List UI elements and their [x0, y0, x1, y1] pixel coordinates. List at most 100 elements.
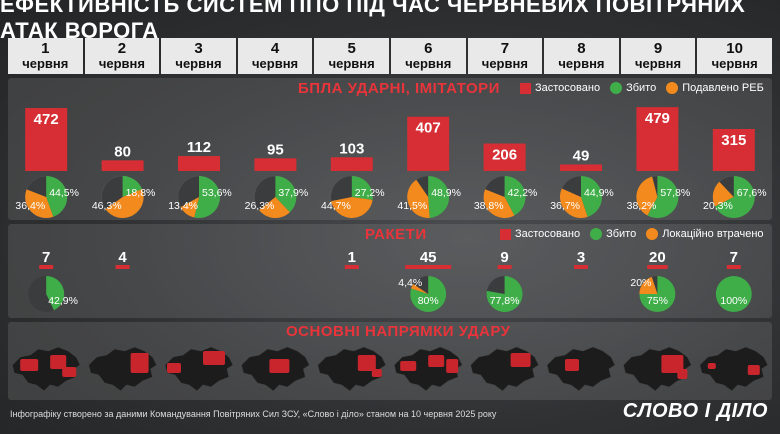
drones-legend: Застосовано Збито Подавлено РЕБ [510, 82, 764, 94]
drone-bar-label-10: 315 [721, 132, 746, 149]
shot-swatch [590, 228, 603, 240]
missile-bar-9 [647, 265, 668, 269]
drone-bar-5 [330, 157, 373, 171]
day-header-2: 2 червня [84, 38, 160, 74]
day-month: червня [98, 56, 145, 71]
missile-pie-shot-10 [715, 276, 752, 312]
drone-pie-ew-3 [180, 197, 199, 218]
missile-bar-2 [115, 265, 130, 269]
map-hit-region [747, 365, 760, 375]
drone-pie-ew-4 [259, 197, 290, 219]
drone-pie-shot-9 [647, 176, 679, 219]
missile-bar-label-1: 7 [42, 249, 50, 266]
drone-pie-ew-10 [712, 181, 734, 207]
drone-bar-label-6: 407 [416, 120, 441, 137]
map-hit-region [167, 363, 181, 373]
drone-pie-ew-1 [25, 189, 54, 219]
strike-map-3 [164, 346, 234, 392]
drone-bar-10 [712, 129, 755, 171]
drone-pie-ew-label-1: 36,4% [15, 200, 45, 212]
drone-pie-ew-label-9: 38,2% [627, 200, 657, 212]
day-header-3: 3 червня [161, 38, 236, 74]
day-month: червня [328, 56, 375, 71]
day-header-9: 9 червня [620, 38, 696, 74]
drone-pie-shot-label-8: 44,9% [584, 187, 614, 199]
drone-pie-ew-label-5: 44,7% [321, 200, 351, 212]
drone-pie-shot-label-2: 18,8% [126, 187, 156, 199]
map-hit-region [661, 355, 684, 373]
day-header-row: 1 червня 2 червня 3 червня 4 червня 5 червня 6 черв… [8, 38, 772, 74]
drone-pie-ew-9 [636, 176, 658, 216]
strike-map-5 [317, 346, 387, 392]
drone-pie-shot-2 [122, 176, 143, 197]
day-number: 10 [726, 40, 743, 57]
day-month: червня [405, 56, 452, 71]
drone-bar-3 [178, 156, 220, 171]
missile-bar-5 [344, 265, 359, 269]
missile-bar-label-2: 4 [118, 249, 127, 266]
strike-map-1 [11, 346, 81, 392]
drone-pie-shot-label-1: 44,5% [49, 187, 79, 199]
drone-bar-label-7: 206 [492, 147, 517, 164]
drone-pie-ew-label-6: 41,5% [397, 200, 427, 212]
drone-pie-shot-6 [428, 176, 450, 218]
drone-bar-8 [560, 164, 602, 171]
used-swatch [500, 228, 511, 240]
day-month: червня [252, 56, 299, 71]
legend-m-shot-label: Збито [606, 228, 637, 240]
day-month: червня [558, 56, 605, 71]
missile-bar-1 [39, 265, 54, 269]
map-hit-region [446, 359, 459, 373]
day-header-7: 7 червня [467, 38, 543, 74]
brand-logo: СЛОВО І ДІЛО [622, 400, 768, 422]
drone-bar-label-4: 95 [267, 141, 284, 158]
drone-bar-label-2: 80 [114, 143, 131, 160]
missile-pie-shot-label-10: 100% [720, 295, 747, 307]
missile-bar-7 [497, 265, 512, 269]
map-hit-region [428, 355, 445, 367]
drones-section-title: БПЛА УДАРНІ, ІМІТАТОРИ [298, 80, 500, 97]
drone-pie-shot-5 [351, 176, 373, 200]
day-header-6: 6 червня [390, 38, 466, 74]
map-hit-region [50, 355, 67, 369]
drone-bar-9 [636, 107, 679, 171]
missile-pie-shot-7 [486, 276, 523, 312]
legend-ew-label: Подавлено РЕБ [682, 82, 764, 94]
drone-bar-label-5: 103 [339, 140, 364, 157]
strike-map-7 [470, 346, 539, 392]
day-number: 3 [194, 40, 203, 57]
map-hit-region [62, 367, 77, 377]
strike-map-2 [88, 346, 157, 392]
missile-bar-label-7: 9 [500, 249, 508, 266]
missile-pie-lost-label-9: 20% [630, 277, 651, 289]
day-number: 2 [117, 40, 127, 57]
drone-pie-shot-8 [581, 176, 602, 217]
day-number: 9 [653, 40, 663, 57]
shot-swatch [610, 82, 623, 94]
legend-m-used-label: Застосовано [515, 228, 581, 240]
day-number: 5 [347, 40, 356, 57]
legend-m-lost-label: Локаційно втрачено [662, 228, 764, 240]
legend-used: Застосовано [520, 82, 600, 94]
drone-pie-shot-label-10: 67,6% [737, 187, 767, 199]
missile-pie-shot-label-7: 77,8% [490, 295, 520, 307]
drone-pie-ew-label-3: 13,4% [168, 200, 198, 212]
day-number: 6 [424, 40, 433, 57]
drone-bar-label-1: 472 [34, 111, 59, 128]
drone-pie-ew-label-7: 38,8% [474, 200, 504, 212]
drone-pie-ew-8 [559, 188, 588, 219]
day-number: 8 [577, 40, 586, 57]
missile-bar-label-10: 7 [730, 249, 738, 266]
drone-pie-shot-10 [715, 176, 755, 219]
drone-pie-ew-label-8: 36,7% [550, 200, 580, 212]
day-header-10: 10 червня [697, 38, 772, 74]
drone-pie-ew-6 [407, 179, 430, 218]
day-month: червня [22, 56, 69, 71]
map-hit-region [20, 359, 39, 371]
legend-m-shot: Збито [590, 228, 636, 240]
day-header-1: 1 червня [8, 38, 83, 74]
legend-m-used: Застосовано [500, 228, 580, 240]
missile-pie-shot-1 [46, 275, 65, 311]
map-outline [393, 346, 463, 392]
